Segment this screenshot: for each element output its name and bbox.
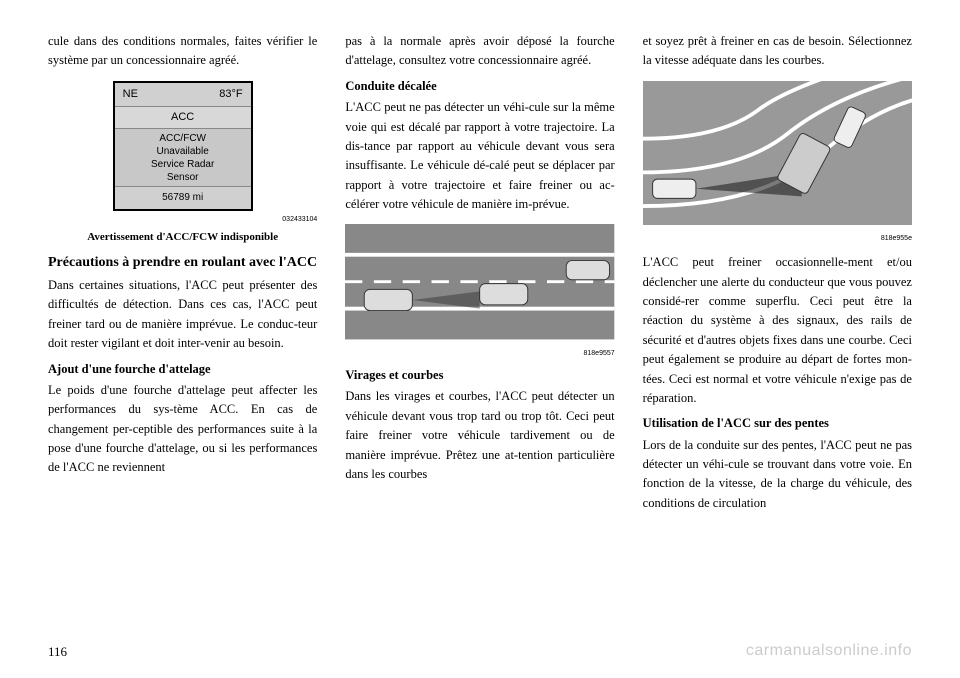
para: L'ACC peut freiner occasionnelle-ment et… xyxy=(643,253,912,408)
figure-acc-screen: NE 83°F ACC ACC/FCW Unavailable Service … xyxy=(113,81,253,211)
sub-title: Virages et courbes xyxy=(345,366,614,385)
sub-title: Ajout d'une fourche d'attelage xyxy=(48,360,317,379)
screen-direction: NE xyxy=(123,86,138,103)
figure-offset-driving xyxy=(345,224,614,339)
page-number: 116 xyxy=(48,644,67,660)
screen-top-bar: NE 83°F xyxy=(115,83,251,107)
para: Dans les virages et courbes, l'ACC peut … xyxy=(345,387,614,484)
para: Le poids d'une fourche d'attelage peut a… xyxy=(48,381,317,478)
msg-line: Unavailable xyxy=(115,145,251,158)
msg-line: Sensor xyxy=(115,171,251,184)
figure-caption: Avertissement d'ACC/FCW indisponible xyxy=(48,230,317,244)
page-columns: cule dans des conditions normales, faite… xyxy=(48,32,912,624)
figure-id: 818e9557 xyxy=(345,349,614,360)
watermark: carmanualsonline.info xyxy=(746,642,912,660)
column-1: cule dans des conditions normales, faite… xyxy=(48,32,317,624)
para: Lors de la conduite sur des pentes, l'AC… xyxy=(643,436,912,514)
sub-title: Conduite décalée xyxy=(345,77,614,96)
acc-screen-box: NE 83°F ACC ACC/FCW Unavailable Service … xyxy=(113,81,253,211)
para: cule dans des conditions normales, faite… xyxy=(48,32,317,71)
figure-curve-driving xyxy=(643,81,912,225)
screen-temp: 83°F xyxy=(219,86,242,103)
para: Dans certaines situations, l'ACC peut pr… xyxy=(48,276,317,354)
sub-title: Utilisation de l'ACC sur des pentes xyxy=(643,414,912,433)
msg-line: ACC/FCW xyxy=(115,132,251,145)
msg-line: Service Radar xyxy=(115,158,251,171)
section-title: Précautions à prendre en roulant avec l'… xyxy=(48,254,317,272)
para: pas à la normale après avoir déposé la f… xyxy=(345,32,614,71)
screen-message: ACC/FCW Unavailable Service Radar Sensor xyxy=(115,129,251,187)
screen-odometer: 56789 mi xyxy=(115,187,251,209)
para: L'ACC peut ne pas détecter un véhi-cule … xyxy=(345,98,614,214)
figure-id: 032433104 xyxy=(48,215,317,226)
para: et soyez prêt à freiner en cas de besoin… xyxy=(643,32,912,71)
column-2: pas à la normale après avoir déposé la f… xyxy=(345,32,614,624)
screen-acc-label: ACC xyxy=(115,107,251,129)
column-3: et soyez prêt à freiner en cas de besoin… xyxy=(643,32,912,624)
figure-id: 818e955e xyxy=(643,234,912,245)
